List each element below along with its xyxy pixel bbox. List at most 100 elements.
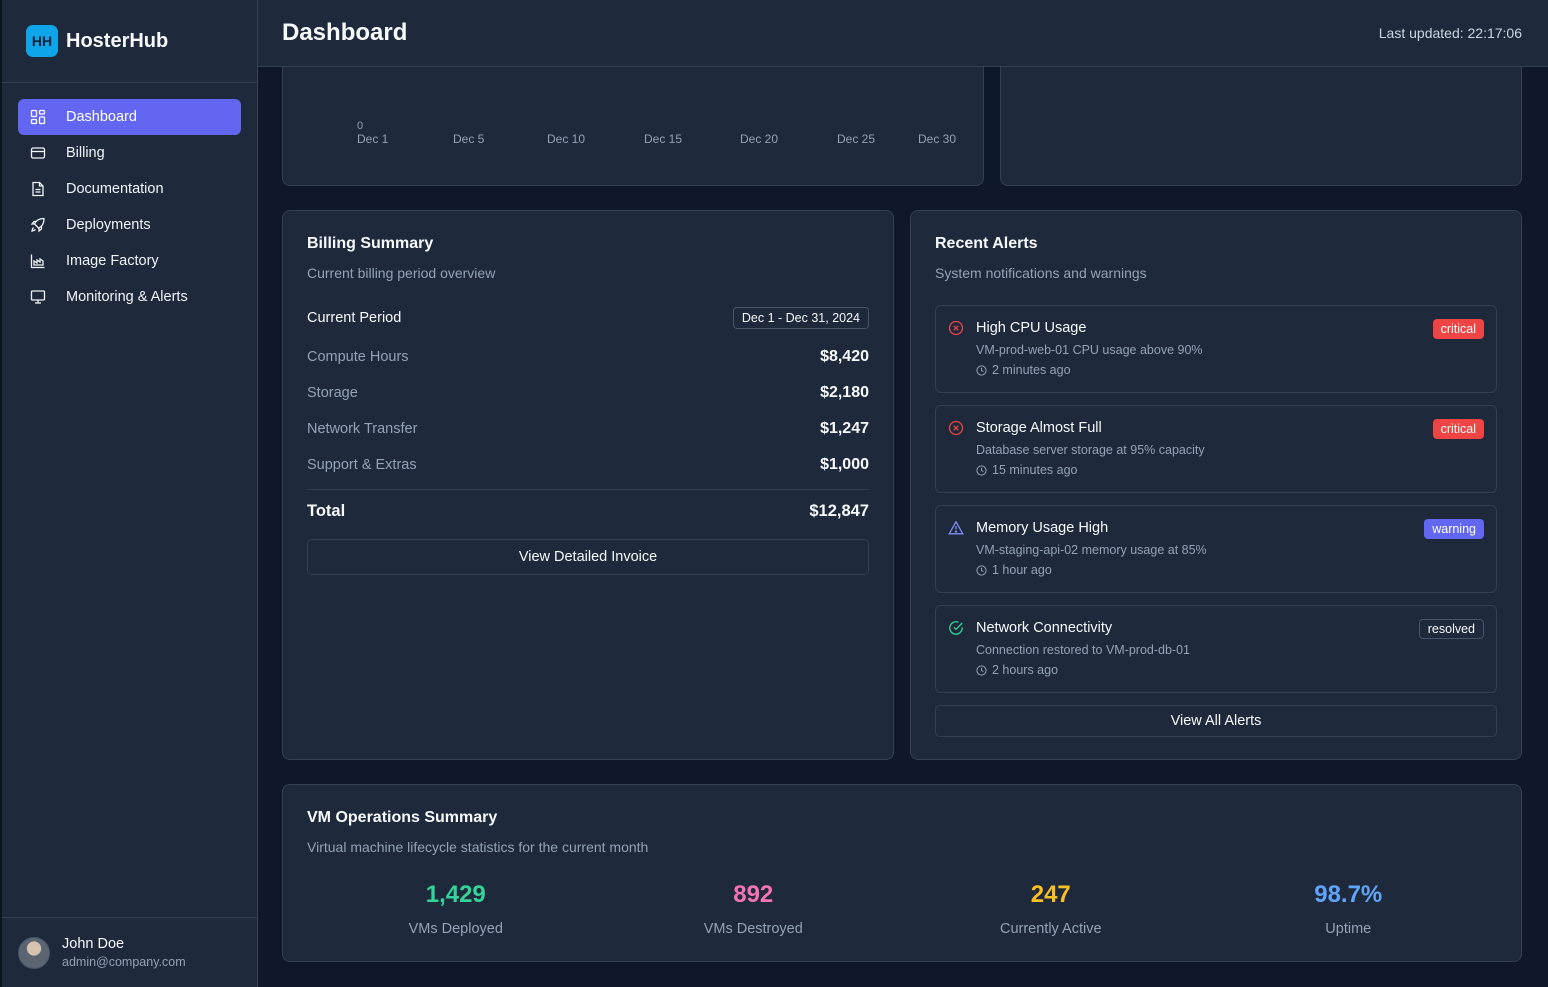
vmops-subtitle: Virtual machine lifecycle statistics for… — [307, 839, 649, 855]
billing-row-compute: Compute Hours $8,420 — [307, 339, 869, 375]
billing-subtitle: Current billing period overview — [307, 265, 496, 281]
total-label: Total — [307, 501, 346, 520]
grid-icon — [30, 109, 46, 125]
file-text-icon — [32, 181, 44, 197]
x-circle-icon — [948, 320, 964, 336]
vmops-title: VM Operations Summary — [307, 809, 498, 826]
sidebar-item-label: Dashboard — [66, 109, 137, 125]
x-axis-tick: Dec 25 — [837, 132, 876, 146]
billing-line-items: Compute Hours $8,420 Storage $2,180 Netw… — [307, 339, 869, 483]
y-axis-tick: 0 — [357, 120, 364, 132]
x-axis-tick: Dec 15 — [644, 132, 683, 146]
alert-title: Storage Almost Full — [976, 420, 1102, 436]
monitor-icon — [30, 290, 46, 304]
alert-description: Connection restored to VM-prod-db-01 — [976, 643, 1191, 657]
alert-list: High CPU Usage VM-prod-web-01 CPU usage … — [935, 305, 1497, 693]
stat-value: 892 — [733, 881, 774, 908]
alert-time: 1 hour ago — [976, 563, 1484, 577]
billing-row-network: Network Transfer $1,247 — [307, 411, 869, 447]
alert-time: 2 hours ago — [976, 663, 1484, 677]
sidebar-item-deployments[interactable]: Deployments — [18, 207, 241, 243]
stat-value: 247 — [1030, 881, 1071, 908]
divider — [307, 489, 869, 490]
billing-row-amount: $8,420 — [820, 348, 869, 365]
sidebar-item-billing[interactable]: Billing — [18, 135, 241, 171]
page-title: Dashboard — [282, 19, 408, 46]
stat-label: Currently Active — [999, 921, 1102, 937]
stat-uptime: 98.7% Uptime — [1200, 881, 1498, 937]
alert-time-text: 1 hour ago — [992, 563, 1052, 577]
billing-title: Billing Summary — [307, 235, 434, 252]
clock-icon — [976, 564, 987, 576]
alert-triangle-icon — [948, 520, 964, 535]
status-badge: critical — [1432, 319, 1484, 339]
view-invoice-button[interactable]: View Detailed Invoice — [307, 539, 869, 575]
billing-row-amount: $1,000 — [820, 456, 869, 473]
sidebar-item-label: Image Factory — [66, 253, 159, 269]
billing-row-label: Compute Hours — [307, 349, 409, 365]
alert-item[interactable]: Storage Almost Full Database server stor… — [935, 405, 1497, 493]
view-all-alerts-button[interactable]: View All Alerts — [935, 705, 1497, 737]
alert-time-text: 2 hours ago — [992, 663, 1059, 677]
billing-summary-card: Billing Summary Current billing period o… — [282, 210, 894, 760]
alert-description: VM-staging-api-02 memory usage at 85% — [976, 543, 1207, 557]
current-period-row: Current Period Dec 1 - Dec 31, 2024 — [307, 307, 869, 329]
alert-item[interactable]: Memory Usage High VM-staging-api-02 memo… — [935, 505, 1497, 593]
x-axis-tick: Dec 5 — [453, 132, 485, 146]
rocket-icon — [30, 217, 45, 233]
alert-item[interactable]: High CPU Usage VM-prod-web-01 CPU usage … — [935, 305, 1497, 393]
page-header: Dashboard Last updated: 22:17:06 — [258, 0, 1548, 67]
alert-item[interactable]: Network Connectivity Connection restored… — [935, 605, 1497, 693]
stat-label: VMs Destroyed — [703, 921, 803, 937]
brand[interactable]: HH HosterHub — [2, 0, 257, 83]
last-updated: Last updated: 22:17:06 — [1378, 25, 1522, 41]
stat-label: VMs Deployed — [408, 921, 503, 937]
sidebar-item-image-factory[interactable]: Image Factory — [18, 243, 241, 279]
status-badge: critical — [1432, 419, 1484, 439]
stat-currently-active: 247 Currently Active — [902, 881, 1200, 937]
stat-vms-deployed: 1,429 VMs Deployed — [307, 881, 605, 937]
alert-time-text: 15 minutes ago — [992, 463, 1078, 477]
x-axis-tick: Dec 30 — [918, 132, 957, 146]
x-axis-tick: Dec 20 — [740, 132, 779, 146]
alerts-subtitle: System notifications and warnings — [935, 265, 1147, 281]
billing-row-storage: Storage $2,180 — [307, 375, 869, 411]
x-axis-tick: Dec 10 — [547, 132, 586, 146]
status-badge: resolved — [1418, 619, 1484, 639]
alerts-title: Recent Alerts — [935, 235, 1038, 252]
sidebar-item-label: Deployments — [66, 217, 151, 233]
sidebar-item-monitoring-alerts[interactable]: Monitoring & Alerts — [18, 279, 241, 315]
recent-alerts-card: Recent Alerts System notifications and w… — [910, 210, 1522, 760]
stat-vms-destroyed: 892 VMs Destroyed — [605, 881, 903, 937]
user-profile[interactable]: John Doe admin@company.com — [2, 917, 258, 987]
period-label: Current Period — [307, 310, 402, 326]
stat-label: Uptime — [1325, 921, 1372, 937]
brand-name: HosterHub — [66, 29, 169, 52]
billing-total-row: Total $12,847 — [307, 491, 869, 531]
user-email: admin@company.com — [62, 955, 186, 969]
vm-stats: 1,429 VMs Deployed 892 VMs Destroyed 247… — [307, 881, 1497, 937]
sidebar-nav: Dashboard Billing Documentation Deployme… — [2, 83, 257, 331]
stat-value: 1,429 — [425, 881, 486, 908]
alert-description: VM-prod-web-01 CPU usage above 90% — [976, 343, 1203, 357]
billing-row-support: Support & Extras $1,000 — [307, 447, 869, 483]
billing-row-label: Support & Extras — [307, 457, 417, 473]
billing-row-label: Storage — [307, 385, 358, 401]
sidebar-item-label: Documentation — [66, 181, 164, 197]
alert-description: Database server storage at 95% capacity — [976, 443, 1205, 457]
clock-icon — [976, 664, 987, 676]
x-circle-icon — [948, 420, 964, 436]
alert-title: High CPU Usage — [976, 320, 1087, 336]
user-name: John Doe — [62, 936, 125, 952]
stat-value: 98.7% — [1314, 881, 1383, 908]
alert-title: Memory Usage High — [976, 520, 1109, 536]
sidebar-item-documentation[interactable]: Documentation — [18, 171, 241, 207]
credit-card-icon — [30, 147, 46, 159]
vm-operations-card: VM Operations Summary Virtual machine li… — [282, 784, 1522, 962]
billing-row-label: Network Transfer — [307, 421, 418, 437]
user-info: John Doe admin@company.com — [62, 936, 186, 969]
sidebar: HH HosterHub Dashboard Billing Documenta… — [0, 0, 258, 987]
sidebar-item-dashboard[interactable]: Dashboard — [18, 99, 241, 135]
alert-title: Network Connectivity — [976, 620, 1113, 636]
brand-logo: HH — [26, 25, 58, 57]
